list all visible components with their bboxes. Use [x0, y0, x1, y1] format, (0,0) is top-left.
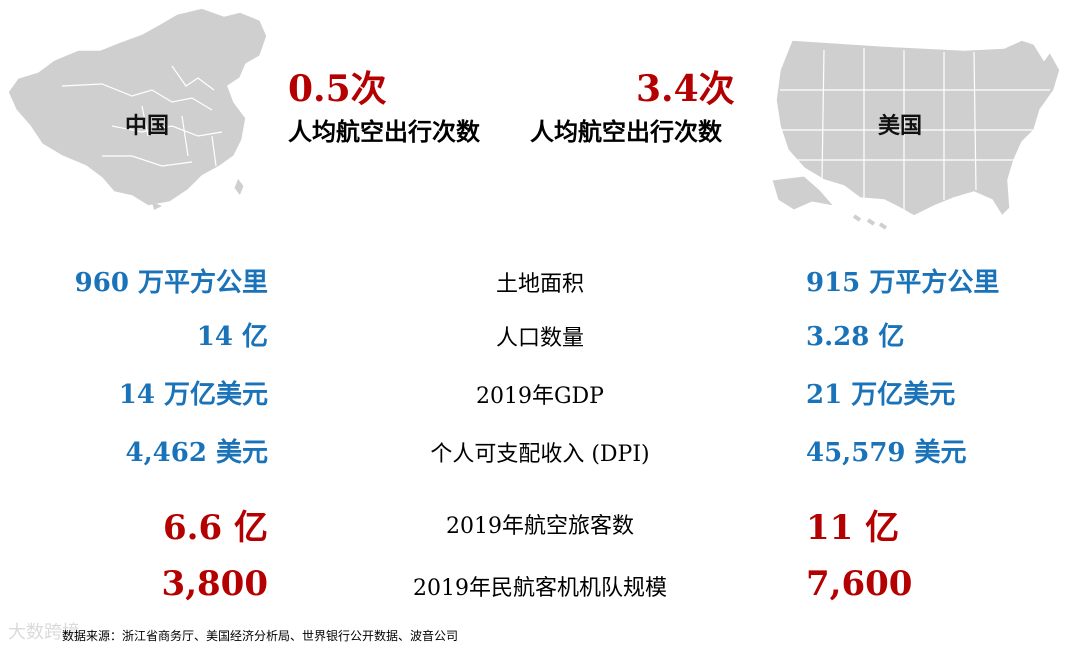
usa-population: 3.28 亿	[806, 322, 905, 352]
china-map-label: 中国	[125, 114, 170, 139]
usa-map-shape	[771, 39, 1061, 230]
china-land-area: 960 万平方公里	[74, 268, 268, 298]
usa-map	[764, 30, 1064, 230]
metric-fleet: 2019年民航客机机队规模	[413, 576, 667, 601]
comparison-row-fleet: 3,800 2019年民航客机机队规模 7,600	[0, 564, 1080, 604]
comparison-row-gdp: 14 万亿美元 2019年GDP 21 万亿美元	[0, 374, 1080, 414]
comparison-row-land-area: 960 万平方公里 土地面积 915 万平方公里	[0, 262, 1080, 302]
watermark: 大数跨境	[8, 622, 80, 643]
usa-passengers: 11 亿	[806, 508, 900, 548]
china-dpi: 4,462 美元	[125, 438, 268, 468]
metric-passengers: 2019年航空旅客数	[446, 514, 634, 539]
comparison-row-passengers: 6.6 亿 2019年航空旅客数 11 亿	[0, 500, 1080, 548]
metric-land-area: 土地面积	[495, 272, 584, 297]
china-flights-value: 0.5次	[288, 68, 387, 110]
metric-gdp: 2019年GDP	[475, 384, 604, 409]
china-population: 14 亿	[196, 322, 268, 352]
metric-dpi: 个人可支配收入 (DPI)	[430, 442, 650, 467]
usa-flights-caption: 人均航空出行次数	[530, 118, 722, 146]
metric-population: 人口数量	[495, 326, 584, 351]
china-gdp: 14 万亿美元	[118, 380, 268, 410]
china-flights-caption: 人均航空出行次数	[288, 118, 480, 146]
data-source-note: 数据来源：浙江省商务厅、美国经济分析局、世界银行公开数据、波音公司	[62, 629, 459, 643]
china-passengers: 6.6 亿	[163, 508, 268, 548]
china-map	[2, 6, 272, 211]
usa-dpi: 45,579 美元	[806, 438, 967, 468]
usa-fleet: 7,600	[806, 564, 913, 604]
comparison-row-population: 14 亿 人口数量 3.28 亿	[0, 316, 1080, 356]
usa-map-label: 美国	[878, 114, 923, 139]
usa-land-area: 915 万平方公里	[806, 268, 1000, 298]
usa-gdp: 21 万亿美元	[806, 380, 956, 410]
comparison-row-dpi: 4,462 美元 个人可支配收入 (DPI) 45,579 美元	[0, 432, 1080, 472]
china-map-shape	[7, 7, 268, 210]
usa-flights-value: 3.4次	[636, 68, 735, 110]
china-fleet: 3,800	[161, 564, 268, 604]
